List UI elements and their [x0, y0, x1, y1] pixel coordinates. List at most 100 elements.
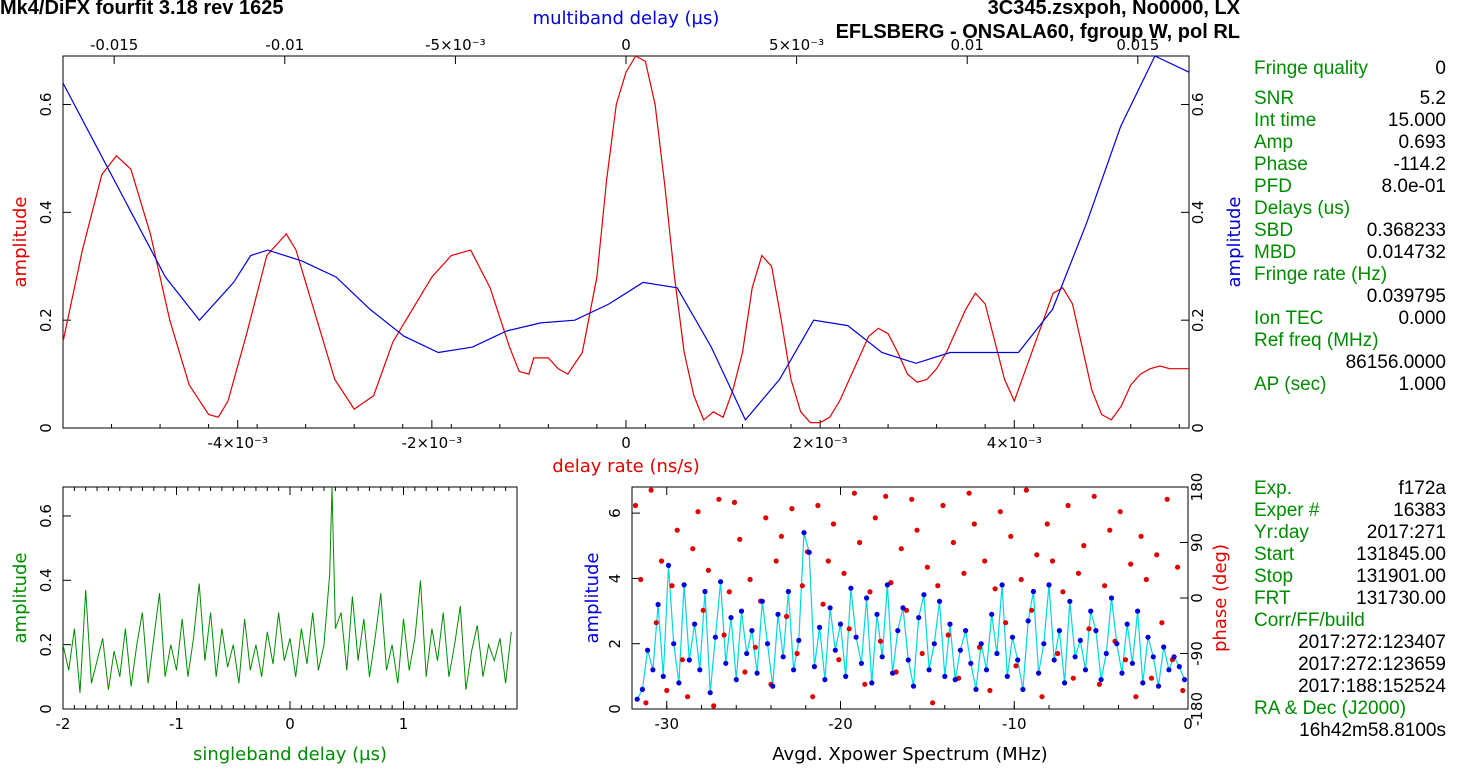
xp-yl-tick-label: 0: [606, 704, 624, 714]
xpower-amplitude-point: [1177, 664, 1182, 669]
xpower-amplitude-point: [728, 615, 733, 620]
xpower-phase-point: [967, 491, 972, 496]
xpower-amplitude-point: [911, 684, 916, 689]
xpower-phase-point: [664, 688, 669, 693]
top-panel-ticks: -4×10⁻³ -2×10⁻³ 0 2×10⁻³ 4×10⁻³ -0.015 -0.01 -5…: [37, 36, 1207, 452]
top-left-tick-label: 0.6: [37, 93, 55, 117]
xpower-amplitude-point: [775, 612, 780, 617]
sbd-x-tick-label: 1: [399, 715, 409, 733]
xpower-phase-point: [779, 534, 784, 539]
top-panel-xlabel-bottom: delay rate (ns/s): [552, 456, 699, 477]
xpower-phase-point: [1060, 589, 1065, 594]
sbd-x-tick-label: 0: [285, 715, 295, 733]
xpower-amplitude-point: [900, 605, 905, 610]
xpower-amplitude-point: [890, 671, 895, 676]
xpower-amplitude-point: [828, 605, 833, 610]
xpower-amplitude-line: [637, 533, 1184, 700]
xpower-amplitude-point: [713, 635, 718, 640]
stop-label: Stop: [1254, 566, 1293, 587]
xp-yl-tick-label: 4: [606, 574, 624, 584]
delay-rate-amplitude-line: [63, 56, 1189, 423]
xpower-phase-point: [1066, 503, 1071, 508]
xpower-amplitude-point: [1182, 677, 1187, 682]
xpower-amplitude-point: [1031, 589, 1036, 594]
xpower-amplitude-point: [781, 654, 786, 659]
fringe-rate-value: 0.039795: [1367, 286, 1446, 307]
xpower-phase-point: [810, 694, 815, 699]
xpower-amplitude-point: [1151, 654, 1156, 659]
xpower-amplitude-point: [937, 599, 942, 604]
fringe-rate-label: Fringe rate (Hz): [1254, 264, 1387, 285]
top-top-tick-label: -0.01: [265, 36, 304, 54]
xpower-phase-point: [763, 515, 768, 520]
xpower-phase-point: [1144, 577, 1149, 582]
xpower-phase-point: [873, 515, 878, 520]
top-bottom-tick-label: 2×10⁻³: [793, 434, 848, 452]
xpower-amplitude-point: [1119, 671, 1124, 676]
top-bottom-tick-label: -4×10⁻³: [207, 434, 268, 452]
singleband-delay-amplitude-line: [63, 487, 511, 693]
xpower-amplitude-point: [817, 625, 822, 630]
xpower-amplitude-point: [874, 612, 879, 617]
exper-label: Exper #: [1254, 500, 1320, 521]
ion-tec-label: Ion TEC: [1254, 308, 1323, 329]
xpower-phase-point: [1081, 543, 1086, 548]
xpower-phase-point: [1175, 565, 1180, 570]
top-left-tick-label: 0.4: [37, 200, 55, 224]
xpower-amplitude-point: [989, 612, 994, 617]
xpower-phase-point: [961, 571, 966, 576]
xpower-phase-point: [1008, 534, 1013, 539]
xpower-phase-point: [1013, 663, 1018, 668]
xpower-amplitude-point: [734, 677, 739, 682]
xpower-amplitude-point: [718, 579, 723, 584]
sbd-y-tick-label: 0.4: [37, 568, 55, 592]
xpower-phase-point: [878, 639, 883, 644]
xp-panel-frame: [632, 487, 1188, 709]
xp-yl-tick-label: 6: [606, 508, 624, 518]
xpower-phase-point: [940, 503, 945, 508]
xpower-amplitude-point: [854, 635, 859, 640]
xpower-phase-point: [633, 503, 638, 508]
xpower-amplitude-point: [1135, 609, 1140, 614]
xpower-amplitude-point: [744, 651, 749, 656]
int-time-value: 15.000: [1388, 110, 1446, 131]
xpower-phase-point: [1092, 494, 1097, 499]
sbd-x-tick-label: -2: [56, 715, 71, 733]
xpower-phase-point: [852, 491, 857, 496]
xpower-amplitude-point: [953, 677, 958, 682]
xpower-amplitude-point: [1145, 635, 1150, 640]
xpower-amplitude-point: [869, 680, 874, 685]
top-bottom-tick-label: 0: [621, 434, 631, 452]
yrday-value: 2017:271: [1367, 522, 1446, 543]
xpower-amplitude-point: [1161, 644, 1166, 649]
xpower-phase-point: [711, 703, 716, 708]
ion-tec-value: 0.000: [1398, 308, 1446, 329]
xpower-amplitude-point: [687, 657, 692, 662]
top-top-tick-label: 0.01: [951, 36, 984, 54]
xpower-amplitude-point: [1114, 641, 1119, 646]
header-baseline: EFLSBERG - ONSALA60, fgroup W, pol RL: [836, 21, 1240, 43]
xpower-amplitude-point: [671, 641, 676, 646]
top-panel-frame: [63, 56, 1189, 428]
xpower-amplitude-point: [640, 687, 645, 692]
snr-label: SNR: [1254, 88, 1294, 109]
xpower-amplitude-point: [682, 582, 687, 587]
xpower-amplitude-point: [676, 680, 681, 685]
top-bottom-tick-label: 4×10⁻³: [987, 434, 1042, 452]
xpower-phase-point: [883, 494, 888, 499]
xpower-phase-point: [737, 537, 742, 542]
xpower-phase-point: [925, 565, 930, 570]
xpower-amplitude-point: [796, 638, 801, 643]
corr-time-2: 2017:272:123659: [1298, 654, 1446, 675]
sbd-value: 0.368233: [1367, 220, 1446, 241]
xpower-amplitude-point: [739, 609, 744, 614]
xpower-amplitude-point: [1093, 628, 1098, 633]
xpower-phase-point: [993, 586, 998, 591]
xpower-phase-point: [946, 632, 951, 637]
xpower-phase-point: [784, 614, 789, 619]
xpower-amplitude-point: [760, 599, 765, 604]
top-panel-curves: [63, 56, 1189, 423]
xpower-phase-point: [1019, 577, 1024, 582]
xpower-phase-point: [862, 682, 867, 687]
